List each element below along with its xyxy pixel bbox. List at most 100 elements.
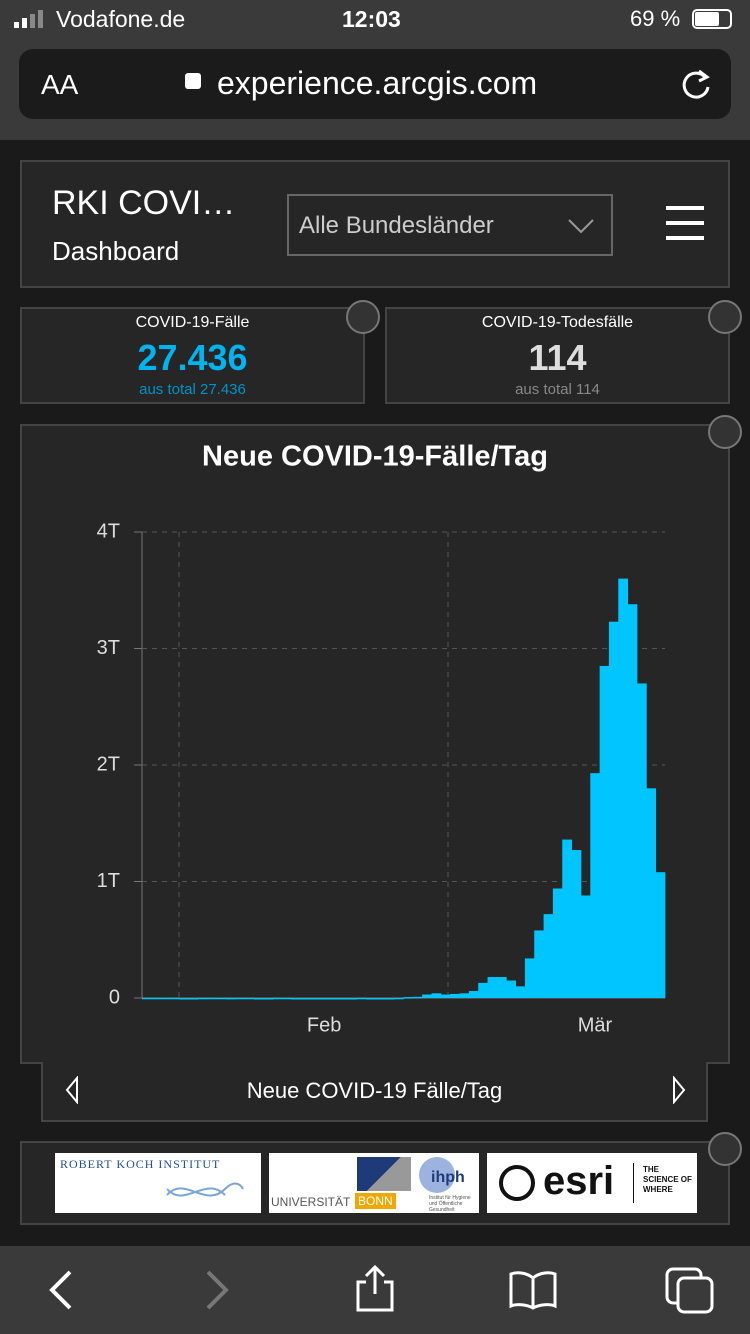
deaths-indicator: COVID-19-Todesfälle 114 aus total 114 xyxy=(385,307,730,404)
bar xyxy=(627,604,638,998)
url-bar[interactable]: AA experience.arcgis.com xyxy=(19,49,731,119)
x-tick-label: Mär xyxy=(578,1014,613,1036)
y-tick-label: 4T xyxy=(97,520,120,542)
bar xyxy=(179,998,190,1000)
y-tick-label: 3T xyxy=(97,637,120,659)
bar xyxy=(226,997,236,1000)
bar xyxy=(515,986,526,998)
forward-button[interactable] xyxy=(202,1270,232,1310)
chart-nav-label: Neue COVID-19 Fälle/Tag xyxy=(246,1078,503,1103)
bar xyxy=(506,980,516,998)
cases-indicator: COVID-19-Fälle 27.436 aus total 27.436 xyxy=(20,307,365,404)
bar xyxy=(468,991,479,998)
battery-icon xyxy=(692,9,732,29)
esri-logo: esri THE SCIENCE OF WHERE xyxy=(487,1153,697,1213)
rki-mark xyxy=(166,1182,244,1197)
logo-panel: ROBERT KOCH INSTITUT UNIVERSITÄT BONN ih… xyxy=(20,1141,730,1225)
signal-icon xyxy=(14,10,43,28)
bar xyxy=(571,850,582,998)
bar xyxy=(328,998,339,1000)
bar xyxy=(198,997,208,1000)
bar xyxy=(431,993,442,998)
bonn-logo: UNIVERSITÄT BONN ihph Institut für Hygie… xyxy=(269,1153,479,1213)
bar xyxy=(599,665,610,998)
bar xyxy=(459,993,470,998)
bar xyxy=(636,683,647,998)
bar xyxy=(356,997,367,1000)
indicator-value: 114 xyxy=(528,337,587,378)
bar xyxy=(151,997,162,1000)
bar xyxy=(170,997,180,1000)
bar xyxy=(300,998,311,1000)
bonn-mark xyxy=(357,1157,411,1191)
bar xyxy=(160,997,171,1000)
bar xyxy=(552,888,563,998)
y-tick-label: 1T xyxy=(97,870,120,892)
expand-button[interactable] xyxy=(708,1132,742,1166)
indicator-value: 27.436 xyxy=(137,337,248,378)
browser-toolbar xyxy=(0,1246,750,1334)
text-size-button[interactable]: AA xyxy=(41,69,79,100)
carrier: Vodafone.de xyxy=(56,6,186,32)
reload-button[interactable] xyxy=(679,67,713,101)
next-button[interactable] xyxy=(670,1076,690,1104)
dashboard-title: RKI COVI… xyxy=(52,184,236,222)
bar xyxy=(580,895,591,998)
bar xyxy=(655,872,666,998)
share-button[interactable] xyxy=(354,1264,396,1314)
bar xyxy=(366,998,376,1000)
bar xyxy=(543,914,554,998)
bar xyxy=(496,977,507,998)
esri-globe xyxy=(499,1165,535,1201)
bar xyxy=(263,998,274,1000)
bar xyxy=(244,997,255,1000)
bar xyxy=(478,982,488,998)
expand-button[interactable] xyxy=(346,300,380,334)
prev-button[interactable] xyxy=(63,1076,83,1104)
expand-button[interactable] xyxy=(708,300,742,334)
back-button[interactable] xyxy=(46,1270,76,1310)
chart: Neue COVID-19-Fälle/Tag 0 1T 2T 3T 4T Feb Mär xyxy=(97,441,666,1036)
bar xyxy=(562,839,573,998)
bar xyxy=(282,997,292,1000)
tabs-button[interactable] xyxy=(664,1266,716,1316)
bar xyxy=(440,994,451,998)
bar xyxy=(310,998,320,1000)
dropdown-label: Alle Bundesländer xyxy=(299,212,494,239)
bar xyxy=(590,773,601,998)
dropdown-arrow xyxy=(568,219,594,234)
chart-nav: Neue COVID-19 Fälle/Tag xyxy=(41,1062,708,1122)
expand-button[interactable] xyxy=(708,415,742,449)
signal xyxy=(14,10,50,36)
esri-divider xyxy=(633,1163,634,1203)
esri-text: esri xyxy=(543,1159,615,1203)
bar xyxy=(403,997,414,999)
rki-text: ROBERT KOCH INSTITUT xyxy=(60,1157,221,1171)
bar xyxy=(216,997,227,1000)
chart-title: Neue COVID-19-Fälle/Tag xyxy=(202,441,548,473)
y-tick-label: 0 xyxy=(109,986,120,1008)
menu-button[interactable] xyxy=(666,206,704,240)
ihph-sub: Institut für Hygiene und Öffentliche Ges… xyxy=(429,1195,471,1213)
bonn-text: BONN xyxy=(355,1193,396,1209)
battery-level: 69 % xyxy=(630,6,681,31)
bar xyxy=(394,997,404,1000)
bar xyxy=(272,997,283,1000)
bar xyxy=(142,997,152,1000)
url[interactable]: experience.arcgis.com xyxy=(217,65,538,101)
bar xyxy=(422,994,432,998)
bar xyxy=(338,998,348,1000)
bar xyxy=(412,996,423,999)
bookmarks-button[interactable] xyxy=(508,1270,558,1310)
bar xyxy=(450,993,460,998)
rki-logo: ROBERT KOCH INSTITUT xyxy=(55,1153,261,1213)
bar xyxy=(347,998,358,1000)
region-dropdown[interactable]: Alle Bundesländer xyxy=(287,194,613,256)
bar xyxy=(207,997,218,1000)
x-tick-label: Feb xyxy=(307,1014,341,1036)
indicator-sub: aus total 27.436 xyxy=(139,381,246,398)
indicator-label: COVID-19-Todesfälle xyxy=(481,314,634,331)
esri-tagline: THE SCIENCE OF WHERE xyxy=(643,1165,692,1194)
